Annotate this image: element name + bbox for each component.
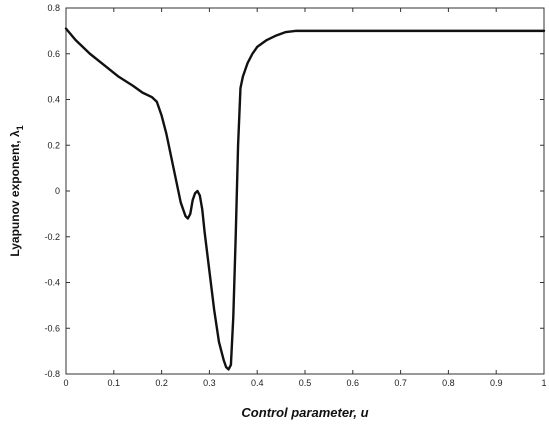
- x-tick-label: 0.2: [155, 378, 168, 388]
- x-tick-label: 0.4: [251, 378, 264, 388]
- x-tick-label: 1: [541, 378, 546, 388]
- y-tick-label: -0.8: [44, 369, 60, 379]
- x-tick-label: 0.7: [394, 378, 407, 388]
- y-tick-label: 0: [55, 186, 60, 196]
- x-axis-title: Control parameter, u: [241, 405, 368, 420]
- y-tick-label: -0.2: [44, 232, 60, 242]
- x-axis: 0 0.1 0.2 0.3 0.4 0.5 0.6 0.7 0.8 0.9 1: [63, 8, 547, 388]
- y-tick-label: -0.4: [44, 278, 60, 288]
- y-axis-title-subscript: 1: [15, 125, 25, 130]
- x-tick-label: 0: [63, 378, 68, 388]
- y-tick-label: 0.2: [47, 140, 60, 150]
- y-tick-label: 0.4: [47, 95, 60, 105]
- x-tick-label: 0.6: [347, 378, 360, 388]
- x-tick-label: 0.9: [490, 378, 503, 388]
- y-axis-title-main: Lyapunov exponent, λ: [8, 130, 22, 257]
- x-tick-label: 0.1: [108, 378, 121, 388]
- plot-frame: [65, 7, 545, 375]
- y-tick-label: 0.8: [47, 3, 60, 13]
- y-axis: 0.8 0.6 0.4 0.2 0 -0.2 -0.4 -0.6 -0.8: [44, 3, 544, 379]
- y-tick-label: 0.6: [47, 49, 60, 59]
- x-tick-label: 0.8: [442, 378, 455, 388]
- y-axis-title: Lyapunov exponent, λ1: [8, 125, 25, 256]
- series-line: [64, 27, 546, 371]
- x-tick-label: 0.3: [203, 378, 216, 388]
- y-tick-label: -0.6: [44, 323, 60, 333]
- x-tick-label: 0.5: [299, 378, 312, 388]
